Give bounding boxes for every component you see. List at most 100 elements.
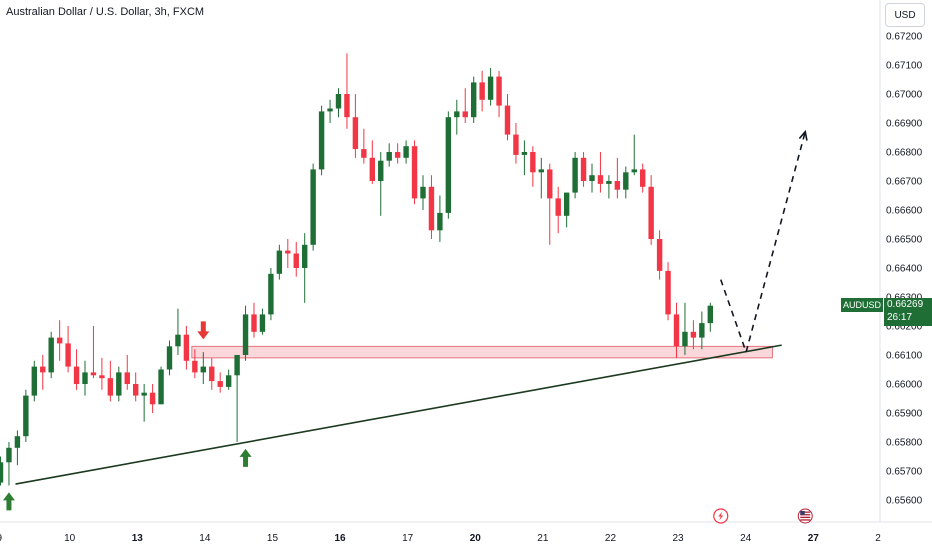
x-tick-label: 23: [673, 533, 685, 544]
candle-down: [285, 250, 291, 254]
candle-up: [0, 462, 4, 483]
x-tick-label: 24: [740, 533, 752, 544]
candle-up: [234, 355, 240, 376]
support-zone-rect: [191, 345, 773, 359]
y-tick-label: 0.66400: [886, 264, 923, 275]
candle-down: [217, 381, 223, 387]
trendline-layer: [15, 129, 808, 485]
trendline: [15, 344, 782, 485]
grid: [0, 0, 932, 523]
y-tick-label: 0.66900: [886, 119, 923, 130]
candle-up: [521, 152, 528, 155]
x-tick-label: 14: [199, 533, 211, 544]
event-icons[interactable]: [713, 508, 813, 524]
candle-down: [344, 94, 350, 118]
candle-up: [420, 186, 426, 199]
candle-up: [242, 314, 249, 355]
y-tick-label: 0.66600: [886, 206, 923, 217]
x-tick-label: 13: [132, 533, 144, 544]
candle-down: [690, 331, 697, 338]
candle-down: [40, 366, 46, 373]
up-arrow-icon: [239, 448, 252, 467]
flag-stripe: [800, 514, 811, 516]
candle-up: [175, 334, 181, 347]
candle-up: [6, 447, 12, 463]
candle-up: [437, 212, 443, 231]
candle-up: [327, 108, 333, 112]
candle-down: [547, 169, 553, 199]
flag-stripe: [800, 516, 811, 518]
candle-down: [73, 366, 80, 384]
candle-up: [302, 244, 308, 268]
candle-up: [538, 169, 544, 173]
candle-up: [318, 111, 325, 170]
candle-down: [530, 152, 536, 173]
x-tick-label: 22: [605, 533, 617, 544]
price-axis[interactable]: 0.67200 0.67100 0.67000 0.66900 0.66800 0.667…: [886, 32, 923, 507]
candle-up: [225, 375, 232, 387]
symbol-tag: AUDUSD: [841, 298, 883, 312]
candle-down: [65, 343, 71, 367]
candles: [0, 53, 713, 486]
candle-up: [403, 146, 409, 158]
candle-up: [259, 314, 266, 332]
candle-down: [462, 111, 468, 118]
candle-up: [14, 436, 21, 448]
candle-up: [276, 250, 283, 274]
time-axis[interactable]: 9 10 13 14 15 16 17 20 21 22 23 24 27 2: [0, 533, 881, 544]
candle-up: [268, 273, 274, 315]
candle-up: [158, 369, 164, 405]
last-price: 0.66269: [887, 299, 924, 310]
x-tick-label: 16: [335, 533, 347, 544]
candle-up: [23, 395, 29, 437]
candle-down: [56, 337, 63, 344]
candle-up: [200, 366, 206, 373]
currency-button[interactable]: USD: [885, 3, 925, 27]
candle-up: [386, 152, 392, 161]
y-tick-label: 0.66200: [886, 322, 923, 333]
x-tick-label: 10: [64, 533, 76, 544]
candle-down: [673, 314, 680, 347]
candle-up: [141, 392, 147, 396]
y-tick-label: 0.67100: [886, 61, 923, 72]
candle-down: [369, 157, 375, 181]
up-arrow-icon: [2, 492, 15, 511]
candle-down: [90, 372, 97, 376]
candle-down: [504, 105, 511, 135]
candle-down: [99, 375, 105, 379]
candle-up: [606, 181, 612, 184]
flag-stripe: [800, 511, 811, 513]
candle-down: [183, 334, 190, 361]
candle-up: [589, 175, 595, 181]
candle-down: [656, 239, 663, 271]
candle-down: [479, 82, 485, 100]
candle-down: [411, 146, 418, 199]
candle-up: [166, 346, 173, 370]
candle-up: [572, 157, 578, 193]
candle-up: [48, 337, 54, 373]
candle-up: [623, 172, 629, 190]
candle-up: [631, 169, 637, 173]
candle-down: [597, 175, 604, 184]
candle-up: [487, 76, 494, 100]
candle-up: [699, 323, 705, 338]
candle-down: [614, 181, 621, 190]
x-tick-label: 20: [470, 533, 482, 544]
projection-arrowhead: [798, 129, 808, 141]
candle-up: [454, 111, 460, 118]
y-tick-label: 0.65600: [886, 496, 923, 507]
candle-up: [82, 372, 88, 384]
candle-up: [445, 117, 452, 213]
x-tick-label: 2: [875, 533, 881, 544]
candle-down: [665, 270, 671, 315]
x-tick-label: 27: [808, 533, 820, 544]
chart-title: Australian Dollar / U.S. Dollar, 3h, FXC…: [6, 6, 205, 18]
flash-bolt: [718, 511, 724, 521]
x-tick-label: 17: [402, 533, 414, 544]
y-tick-label: 0.67000: [886, 90, 923, 101]
candle-up: [682, 331, 688, 347]
y-tick-label: 0.65900: [886, 409, 923, 420]
candle-down: [555, 198, 561, 216]
candle-down: [209, 366, 215, 382]
